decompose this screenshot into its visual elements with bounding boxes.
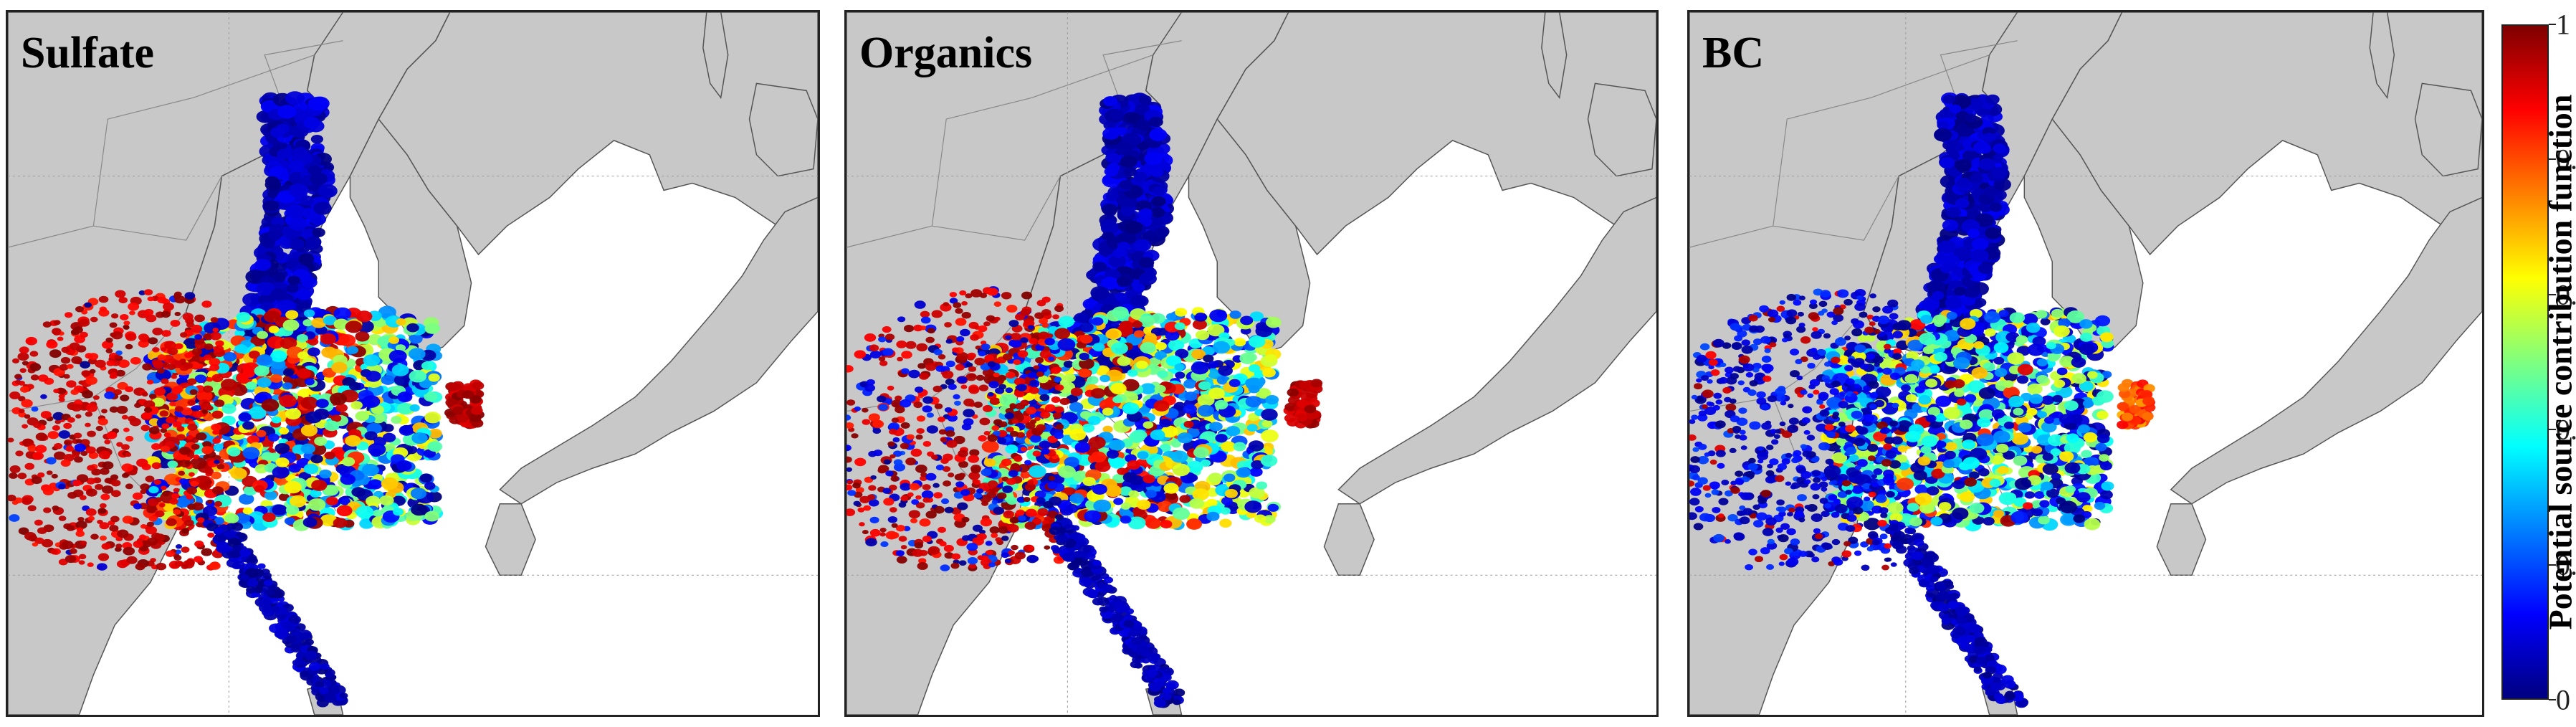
colorbar-tickmark — [2549, 293, 2556, 295]
colorbar-tickmark — [2549, 564, 2556, 566]
colorbar-tick-label: 0.4 — [2556, 413, 2576, 446]
panel-title-organics: Organics — [859, 29, 1033, 77]
colorbar-tickmark — [2549, 158, 2556, 161]
pscf-map-organics — [846, 12, 1656, 715]
pscf-map-bc — [1689, 12, 2482, 715]
map-panel-bc: BC — [1687, 10, 2484, 717]
colorbar-tickmark — [2549, 429, 2556, 431]
colorbar-tickmark — [2549, 699, 2556, 700]
colorbar-tick-label: 0.6 — [2556, 278, 2576, 311]
map-panel-sulfate: Sulfate — [6, 10, 820, 717]
colorbar — [2501, 24, 2549, 700]
colorbar-tick-label: 0.2 — [2556, 548, 2576, 581]
colorbar-tick-label: 0 — [2556, 683, 2570, 716]
colorbar-tickmark — [2549, 24, 2556, 25]
colorbar-label: Potential source contribution function — [2542, 94, 2576, 630]
map-panel-organics: Organics — [844, 10, 1659, 717]
colorbar-tick-label: 0.8 — [2556, 143, 2576, 176]
colorbar-tick-label: 1 — [2556, 8, 2570, 41]
pscf-map-sulfate — [8, 12, 818, 715]
panel-title-sulfate: Sulfate — [21, 29, 154, 77]
panel-title-bc: BC — [1702, 29, 1765, 77]
